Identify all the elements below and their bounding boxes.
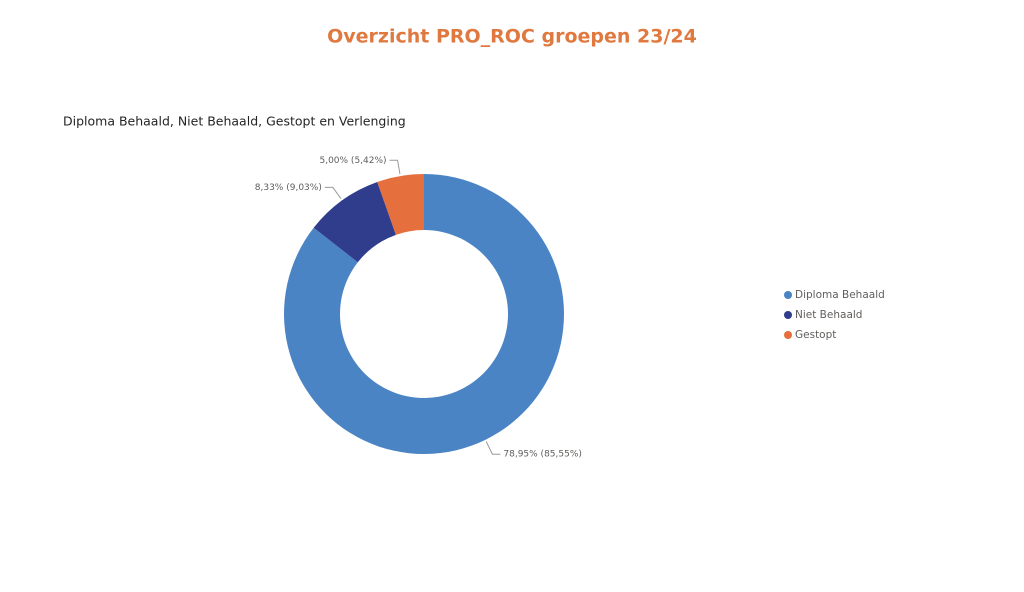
- chart-subtitle: Diploma Behaald, Niet Behaald, Gestopt e…: [63, 114, 406, 129]
- donut-slice: [377, 174, 424, 235]
- legend-marker: [784, 291, 792, 299]
- leader-line: [389, 159, 401, 175]
- legend-label: Gestopt: [795, 329, 836, 341]
- leader-line: [324, 186, 342, 200]
- data-label: 5,00% (5,42%): [319, 156, 386, 166]
- data-label: 8,33% (9,03%): [255, 183, 322, 193]
- legend-marker: [784, 311, 792, 319]
- chart-title: Overzicht PRO_ROC groepen 23/24: [327, 26, 697, 48]
- donut-slice: [284, 174, 564, 454]
- legend-label: Diploma Behaald: [795, 289, 885, 301]
- leader-line: [485, 441, 501, 455]
- legend-label: Niet Behaald: [795, 309, 862, 321]
- data-label: 78,95% (85,55%): [503, 450, 582, 460]
- donut-slice: [313, 182, 396, 263]
- legend-marker: [784, 331, 792, 339]
